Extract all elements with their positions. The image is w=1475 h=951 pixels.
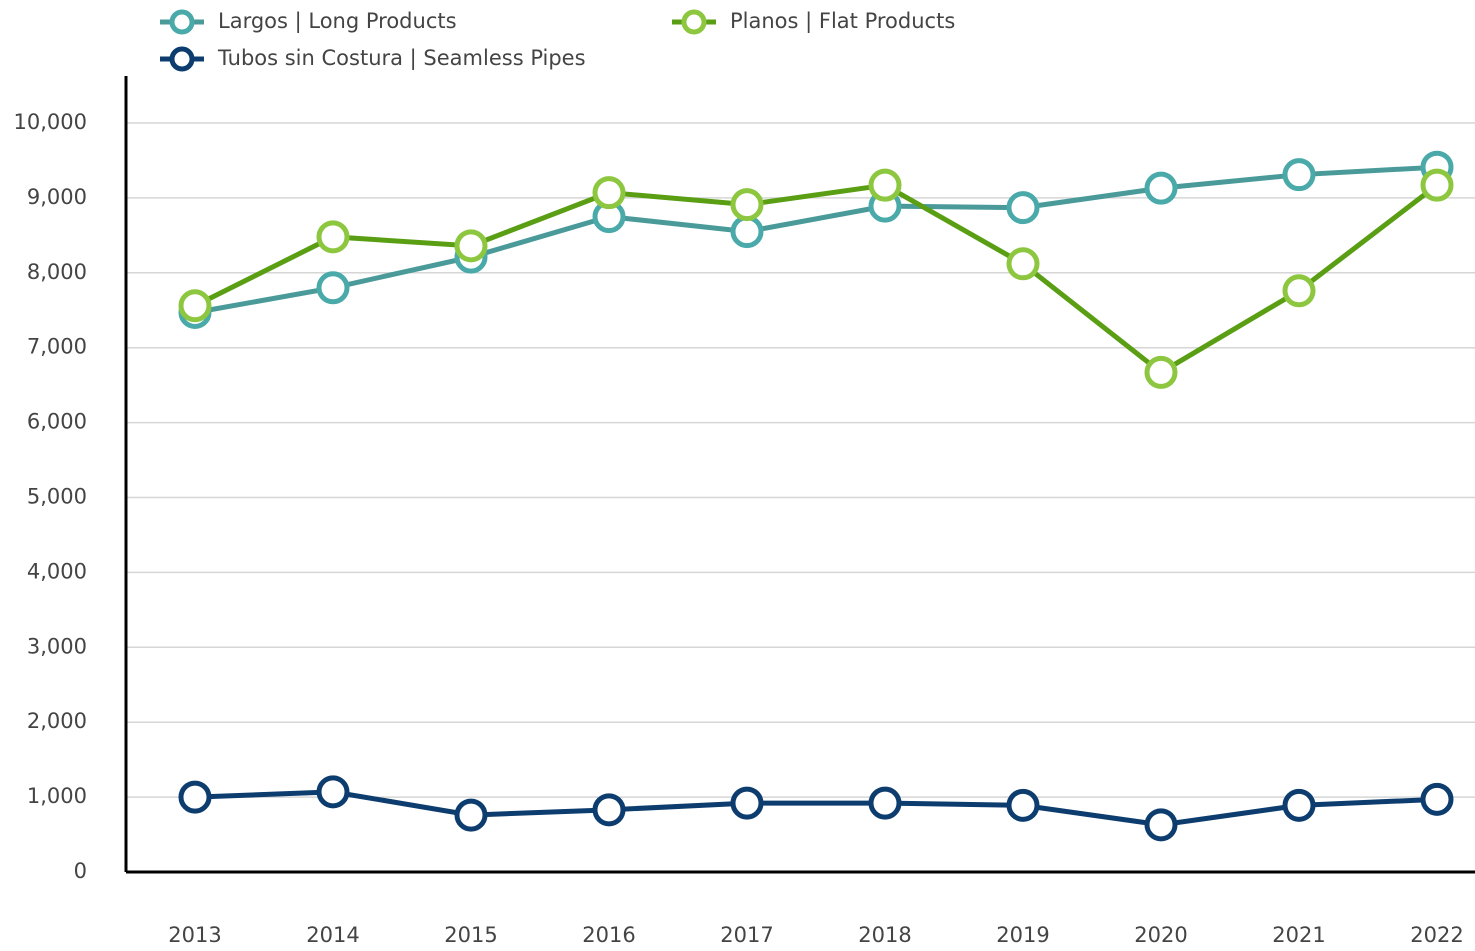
marker: [178, 780, 212, 814]
series-line: [194, 164, 1438, 315]
x-tick-label: 2022: [1410, 923, 1463, 947]
y-tick-label: 9,000: [27, 185, 87, 209]
series-line: [193, 182, 1439, 376]
marker: [730, 786, 764, 820]
x-tick-label: 2016: [582, 923, 635, 947]
x-tick-label: 2020: [1134, 923, 1187, 947]
y-tick-label: 4,000: [27, 559, 87, 583]
marker: [316, 220, 350, 254]
marker: [592, 793, 626, 827]
marker: [454, 798, 488, 832]
marker: [592, 176, 626, 210]
marker: [178, 289, 212, 323]
y-tick-label: 0: [74, 859, 87, 883]
marker: [1282, 788, 1316, 822]
marker: [1282, 158, 1316, 192]
marker: [1144, 808, 1178, 842]
marker: [1144, 355, 1178, 389]
marker: [730, 188, 764, 222]
legend-label: Planos | Flat Products: [730, 9, 955, 34]
x-tick-label: 2017: [720, 923, 773, 947]
marker: [1006, 191, 1040, 225]
marker: [868, 786, 902, 820]
legend-label: Largos | Long Products: [218, 9, 457, 34]
marker: [1006, 247, 1040, 281]
x-tick-label: 2019: [996, 923, 1049, 947]
marker: [730, 215, 764, 249]
y-tick-label: 8,000: [27, 260, 87, 284]
y-tick-label: 10,000: [14, 110, 87, 134]
marker: [1282, 274, 1316, 308]
x-tick-label: 2021: [1272, 923, 1325, 947]
marker: [316, 775, 350, 809]
y-tick-label: 1,000: [27, 784, 87, 808]
x-tick-label: 2018: [858, 923, 911, 947]
marker: [1420, 782, 1454, 816]
marker: [1420, 168, 1454, 202]
x-tick-label: 2013: [168, 923, 221, 947]
x-tick-label: 2015: [444, 923, 497, 947]
marker: [868, 168, 902, 202]
y-tick-label: 2,000: [27, 709, 87, 733]
marker: [1006, 788, 1040, 822]
marker: [454, 229, 488, 263]
y-tick-label: 5,000: [27, 485, 87, 509]
series-line: [194, 789, 1438, 828]
legend-marker: [169, 9, 195, 35]
legend-marker: [681, 9, 707, 35]
y-tick-label: 6,000: [27, 410, 87, 434]
legend-label: Tubos sin Costura | Seamless Pipes: [217, 46, 586, 71]
legend-marker: [169, 46, 195, 72]
marker: [1144, 171, 1178, 205]
marker: [316, 271, 350, 305]
y-tick-label: 3,000: [27, 634, 87, 658]
x-tick-label: 2014: [306, 923, 359, 947]
y-tick-label: 7,000: [27, 335, 87, 359]
